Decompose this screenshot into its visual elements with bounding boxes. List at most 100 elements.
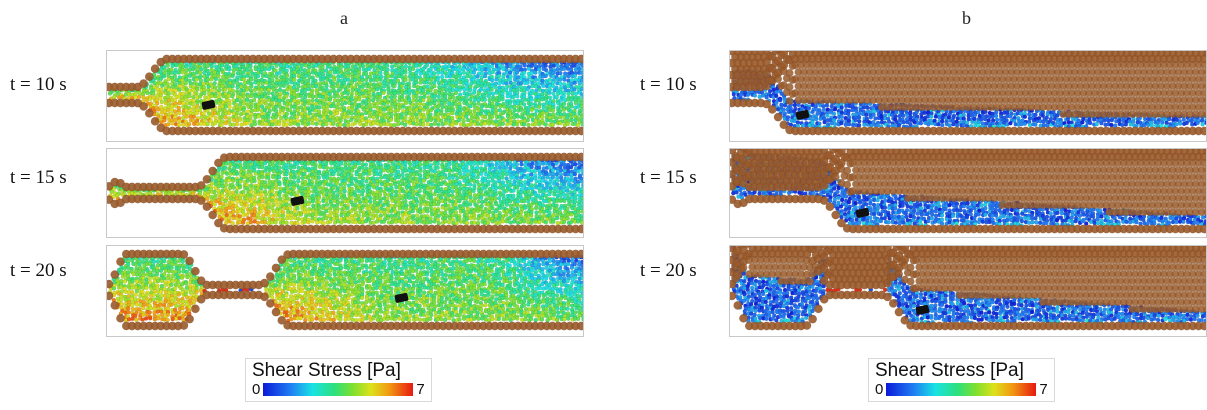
particle [490, 78, 495, 83]
particle [569, 117, 574, 123]
particle [521, 219, 527, 224]
particle [374, 195, 380, 201]
sim-frame-a-2 [106, 148, 584, 238]
particle [260, 199, 265, 204]
particle [414, 94, 419, 99]
particle [306, 78, 311, 83]
particle [352, 164, 358, 170]
particle [284, 80, 290, 86]
particle [525, 87, 530, 92]
particle [417, 111, 422, 116]
particle [381, 202, 386, 208]
particle [494, 77, 499, 82]
particle [471, 90, 477, 95]
particle [334, 181, 340, 186]
particle [177, 100, 182, 106]
particle [439, 118, 444, 124]
particle [503, 165, 509, 170]
particle [137, 285, 142, 291]
particle [572, 63, 577, 68]
particle [550, 174, 556, 180]
particle [457, 117, 462, 123]
particle [439, 182, 444, 187]
particle [557, 108, 563, 114]
particle [360, 100, 365, 106]
particle [475, 74, 480, 79]
particle [410, 102, 415, 107]
particle [511, 111, 516, 116]
particle [244, 173, 250, 178]
particle [480, 182, 485, 187]
sim-frame-a-2-svg [107, 149, 583, 237]
particle [356, 97, 362, 102]
particle [450, 87, 455, 93]
particle [190, 67, 196, 72]
particle [291, 165, 297, 170]
particle [432, 192, 437, 197]
particle [468, 104, 473, 109]
particle [273, 220, 278, 225]
particle [551, 91, 556, 96]
particle [295, 108, 301, 113]
particle [446, 203, 451, 208]
particle [165, 317, 170, 323]
particle [521, 102, 527, 107]
particle [320, 122, 326, 127]
particle [235, 84, 240, 90]
particle [389, 172, 394, 177]
particle [215, 171, 221, 177]
particle [407, 215, 412, 221]
particle [515, 215, 520, 221]
particle [367, 94, 372, 99]
particle [450, 175, 455, 180]
particle [450, 110, 455, 116]
particle [421, 107, 426, 112]
particle [306, 202, 311, 207]
particle [529, 97, 534, 102]
particle [421, 196, 426, 201]
particle [227, 118, 232, 123]
particle [352, 213, 358, 218]
particle [529, 172, 534, 177]
particle [163, 282, 168, 287]
particle [576, 202, 582, 208]
particle [302, 219, 307, 224]
particle [183, 80, 189, 86]
particle [547, 164, 552, 170]
particle [258, 70, 264, 75]
particle [475, 94, 480, 99]
particle [216, 73, 221, 79]
particle [552, 192, 557, 197]
particle [263, 192, 269, 197]
particle [234, 171, 240, 176]
particle [392, 83, 397, 89]
particle [500, 219, 506, 224]
particle [464, 93, 469, 99]
particle [148, 316, 153, 321]
particle [443, 175, 448, 180]
particle [487, 97, 492, 103]
particle [245, 67, 250, 73]
particle [483, 162, 489, 168]
particle [112, 94, 117, 100]
particle [291, 185, 297, 191]
particle [345, 122, 351, 128]
particle [482, 121, 488, 126]
particle [375, 101, 380, 106]
particle [220, 193, 225, 198]
particle [581, 83, 583, 89]
particle [230, 73, 235, 79]
particle [224, 161, 229, 166]
particle [281, 83, 287, 89]
particle [230, 94, 235, 99]
particle [356, 161, 362, 166]
particle [382, 107, 387, 112]
particle [494, 162, 499, 167]
particle [277, 181, 282, 187]
particle [410, 216, 416, 222]
particle [316, 200, 322, 205]
particle [576, 169, 581, 174]
particle [242, 165, 247, 170]
particle [284, 73, 290, 78]
particle [284, 172, 289, 177]
